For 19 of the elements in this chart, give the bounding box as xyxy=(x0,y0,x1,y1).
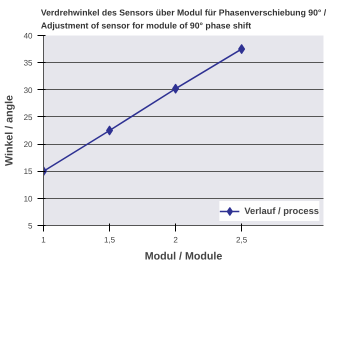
point xyxy=(106,126,114,136)
y-tick-label: 25 xyxy=(24,112,34,122)
y-tick-label: 10 xyxy=(24,194,34,204)
x-tick-label: 1,5 xyxy=(104,236,116,244)
x-axis-title: Modul / Module xyxy=(144,250,222,262)
y-tick-label: 35 xyxy=(24,58,34,68)
y-tick-label: 20 xyxy=(24,140,34,150)
x-tick-label: 2 xyxy=(173,236,178,244)
y-tick-label: 40 xyxy=(24,32,34,40)
y-axis-title: Winkel / angle xyxy=(4,94,16,166)
legend-label: Verlauf / process xyxy=(244,206,319,216)
y-tick-label: 5 xyxy=(28,222,34,230)
point xyxy=(172,84,180,94)
chart-title: Verdrehwinkel des Sensors über Modul für Phasenverschiebung 90° / Adjustment of sensor for module of 90° phase shift xyxy=(40,8,327,30)
x-tick-label: 2,5 xyxy=(236,236,248,244)
y-tick-label: 30 xyxy=(24,86,34,95)
y-tick-label: 15 xyxy=(24,167,34,176)
x-tick-label: 1 xyxy=(41,236,46,244)
point xyxy=(238,44,246,54)
